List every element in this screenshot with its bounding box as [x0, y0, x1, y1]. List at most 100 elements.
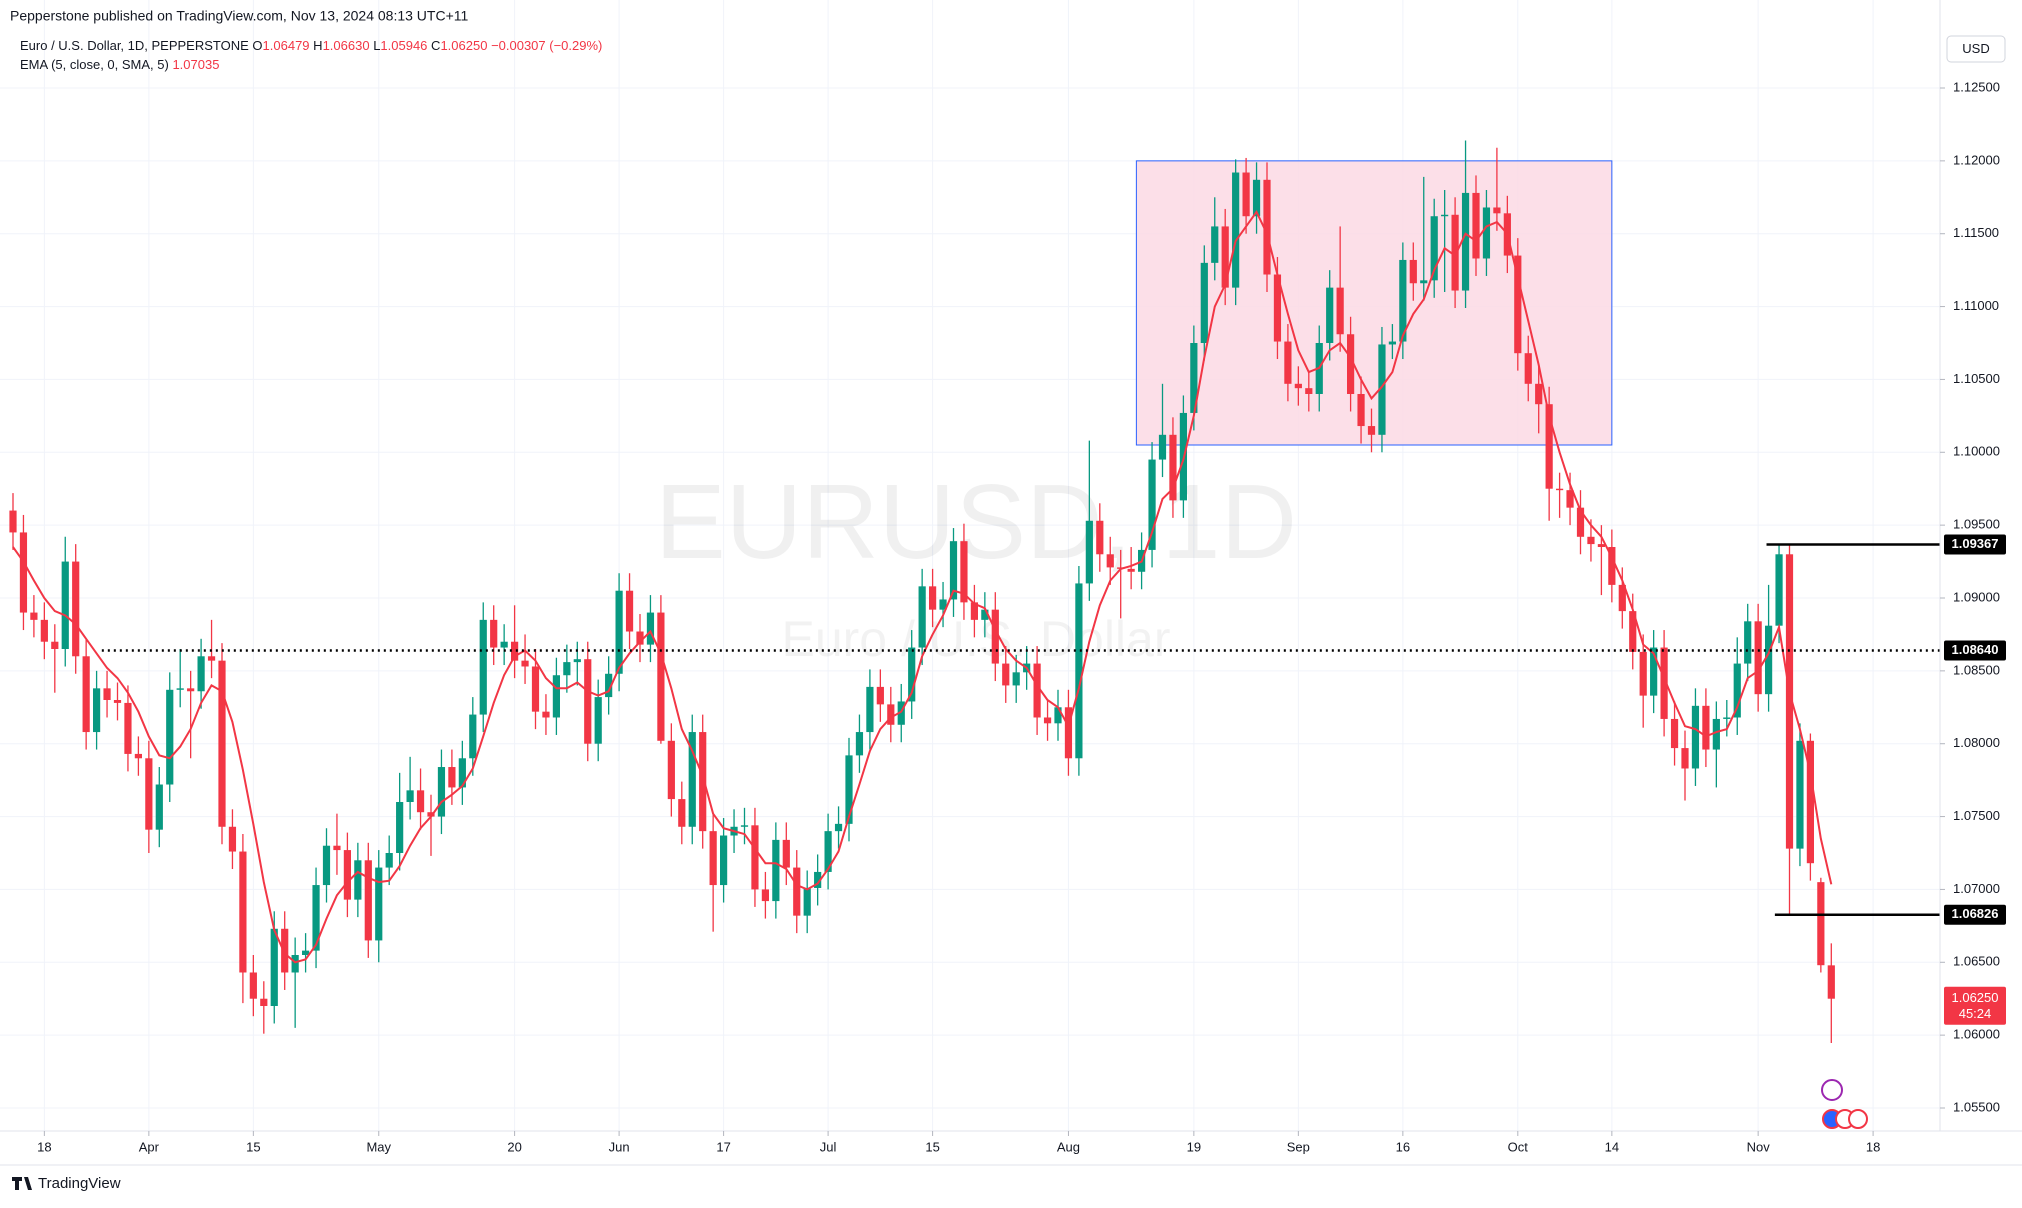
- candle-body: [1691, 705, 1700, 769]
- candle-body: [605, 673, 613, 698]
- candle-body: [1347, 334, 1355, 394]
- candle-body: [552, 675, 560, 718]
- legend-value: 1.05946: [380, 38, 427, 53]
- candle-body: [657, 612, 665, 741]
- candle-body: [1660, 647, 1668, 719]
- candle-body: [416, 790, 425, 813]
- candle-body: [1566, 490, 1574, 508]
- candle-body: [1430, 216, 1438, 281]
- candle-body: [1817, 882, 1825, 966]
- candle-body: [563, 662, 571, 676]
- candle-body: [458, 758, 466, 788]
- legend-key: O: [252, 38, 262, 53]
- candle-body: [511, 641, 519, 661]
- candle-body: [688, 732, 696, 827]
- candle-body: [1200, 262, 1208, 343]
- candle-body: [939, 599, 947, 610]
- candle-body: [897, 701, 905, 725]
- candle-body: [51, 641, 59, 649]
- change: −0.00307 (−0.29%): [491, 38, 602, 53]
- candle-body: [1232, 172, 1240, 288]
- candle-body: [490, 619, 498, 648]
- footer-brand: TradingView: [38, 1175, 121, 1192]
- level-badge: [1944, 904, 2006, 925]
- level-label: 1.09367: [1952, 536, 1999, 551]
- x-tick-label: 15: [925, 1139, 939, 1154]
- candle-body: [1535, 383, 1543, 405]
- candle-body: [949, 541, 958, 600]
- candle-body: [709, 831, 717, 886]
- currency-label: USD: [1962, 41, 1989, 56]
- plot: [9, 140, 1940, 1044]
- candle-body: [134, 753, 142, 759]
- candle-body: [855, 732, 864, 756]
- footer-logo: [12, 1177, 32, 1190]
- candle-body: [1681, 748, 1689, 769]
- currency-button[interactable]: [1946, 35, 2006, 63]
- candle-body: [1106, 554, 1114, 568]
- candle-body: [1785, 554, 1794, 849]
- y-tick-label: 1.08500: [1953, 662, 2000, 677]
- x-tick-label: May: [366, 1139, 391, 1154]
- candle-body: [40, 619, 48, 642]
- candle-body: [197, 656, 205, 692]
- candle-body: [260, 998, 268, 1006]
- ema-name: EMA (5, close, 0, SMA, 5): [20, 57, 169, 72]
- candle-body: [1409, 259, 1417, 284]
- candle-body: [249, 972, 257, 999]
- candle-body: [929, 586, 937, 610]
- candle-body: [1556, 488, 1564, 491]
- candle-body: [145, 758, 153, 830]
- candle-body: [239, 851, 247, 973]
- candle-body: [1796, 740, 1804, 849]
- y-tick-label: 1.07500: [1953, 808, 2000, 823]
- candle-body: [1650, 647, 1658, 696]
- candle-body: [531, 666, 540, 712]
- candle-body: [1451, 214, 1459, 291]
- candle-body: [1545, 404, 1553, 489]
- y-tick-label: 1.08000: [1953, 735, 2000, 750]
- candle-body: [354, 860, 362, 900]
- candle-body: [887, 704, 895, 725]
- candle-body: [1043, 717, 1052, 724]
- countdown: 45:24: [1959, 1006, 1992, 1021]
- candle-body: [187, 688, 195, 692]
- candle-body: [1169, 434, 1177, 501]
- candle-body: [1294, 383, 1302, 389]
- candle-body: [1388, 341, 1396, 345]
- candle-body: [1827, 965, 1835, 999]
- candle-body: [834, 823, 843, 832]
- candle-body: [1148, 459, 1156, 550]
- ema-value: 1.07035: [172, 57, 219, 72]
- grid: [0, 0, 1940, 1131]
- axes: 1.05500 1.06000 1.06500 1.07000 1.07500 1.080…: [37, 79, 2006, 1154]
- candle-body: [207, 656, 216, 661]
- candle-body: [594, 697, 602, 744]
- candle-body: [1326, 287, 1334, 343]
- x-tick-label: 18: [1866, 1139, 1880, 1154]
- y-tick-label: 1.06500: [1953, 954, 2000, 969]
- y-tick-label: 1.07000: [1953, 881, 2000, 896]
- candle-body: [1012, 672, 1020, 686]
- candle-body: [584, 659, 592, 744]
- candle-body: [991, 609, 999, 664]
- candle-body: [1524, 353, 1532, 384]
- candle-body: [573, 659, 581, 663]
- candle-body: [970, 602, 978, 620]
- level-label: 1.08640: [1952, 642, 1999, 657]
- candle-body: [1284, 341, 1292, 384]
- candle-body: [1085, 520, 1093, 584]
- candle-body: [960, 541, 968, 603]
- last-price-label: 1.06250: [1952, 990, 1999, 1005]
- candle-body: [740, 825, 749, 827]
- candle-body: [322, 845, 331, 886]
- candle-body: [824, 831, 832, 872]
- candle-body: [218, 660, 226, 827]
- candle-body: [876, 686, 884, 705]
- candle-body: [1441, 214, 1449, 217]
- candle-body: [1702, 705, 1710, 750]
- candle-body: [803, 887, 811, 916]
- candle-body: [1733, 663, 1741, 718]
- candle-body: [1765, 625, 1773, 695]
